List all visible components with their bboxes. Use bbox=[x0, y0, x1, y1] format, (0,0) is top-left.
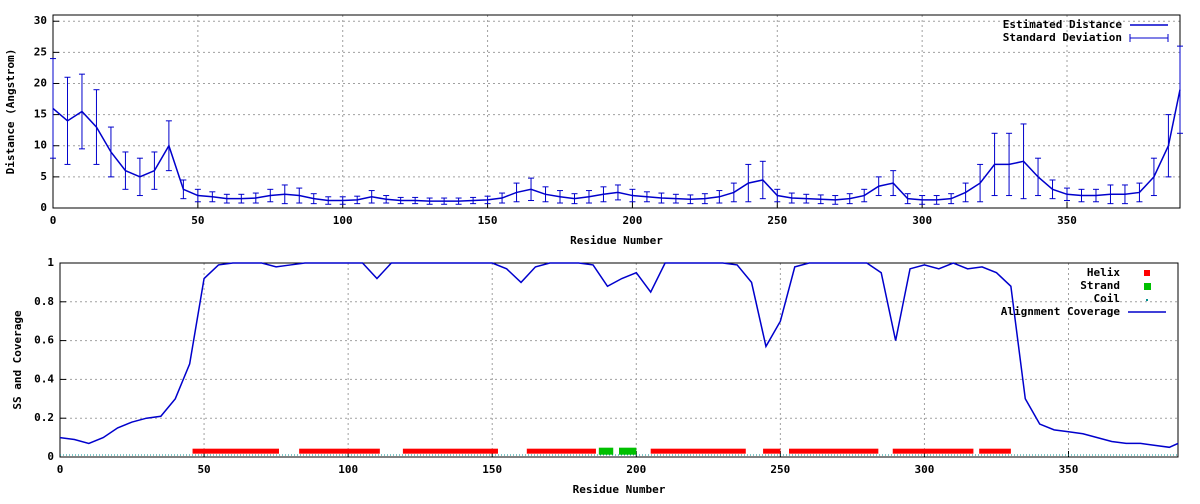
x-tick-label: 350 bbox=[1057, 214, 1077, 227]
x-tick-label: 300 bbox=[912, 214, 932, 227]
x-tick-label: 200 bbox=[626, 463, 646, 476]
y-tick-label: 10 bbox=[34, 139, 47, 152]
x-tick-label: 300 bbox=[914, 463, 934, 476]
strand-segment bbox=[598, 447, 614, 455]
x-tick-label: 350 bbox=[1059, 463, 1079, 476]
y-tick-label: 0 bbox=[40, 201, 47, 214]
y-tick-label: 0 bbox=[47, 450, 54, 463]
x-tick-label: 150 bbox=[478, 214, 498, 227]
helix-segment bbox=[299, 448, 380, 454]
data-line bbox=[59, 262, 1179, 449]
data-line bbox=[52, 89, 1181, 202]
y-tick-label: 0.4 bbox=[34, 372, 54, 385]
legend-swatch bbox=[1146, 299, 1148, 301]
strand-segment bbox=[619, 447, 637, 455]
legend-label: Helix bbox=[1087, 266, 1120, 279]
helix-segment bbox=[402, 448, 498, 454]
y-tick-label: 0.6 bbox=[34, 334, 54, 347]
helix-segment bbox=[650, 448, 746, 454]
x-tick-label: 250 bbox=[770, 463, 790, 476]
y-tick-label: 1 bbox=[47, 256, 54, 269]
y-axis-label: SS and Coverage bbox=[11, 310, 24, 410]
x-tick-label: 200 bbox=[622, 214, 642, 227]
x-tick-label: 250 bbox=[767, 214, 787, 227]
helix-segment bbox=[192, 448, 279, 454]
y-tick-label: 0.2 bbox=[34, 411, 54, 424]
helix-segment bbox=[892, 448, 974, 454]
x-tick-label: 0 bbox=[50, 214, 57, 227]
legend-label: Standard Deviation bbox=[1003, 31, 1122, 44]
x-tick-label: 50 bbox=[191, 214, 204, 227]
legend-swatch bbox=[1144, 270, 1150, 276]
x-tick-label: 0 bbox=[57, 463, 64, 476]
error-bar bbox=[50, 58, 56, 159]
x-axis-label: Residue Number bbox=[573, 483, 666, 496]
x-tick-label: 100 bbox=[338, 463, 358, 476]
x-axis-label: Residue Number bbox=[570, 234, 663, 247]
y-tick-label: 30 bbox=[34, 14, 47, 27]
y-tick-label: 0.8 bbox=[34, 295, 54, 308]
legend-label: Alignment Coverage bbox=[1001, 305, 1121, 318]
helix-segment bbox=[979, 448, 1011, 454]
legend-label: Coil bbox=[1094, 292, 1121, 305]
legend-swatch bbox=[1144, 283, 1151, 290]
y-axis-label: Distance (Angstrom) bbox=[4, 49, 17, 175]
helix-segment bbox=[763, 448, 781, 454]
plot-frame bbox=[59, 262, 1179, 458]
x-tick-label: 50 bbox=[197, 463, 210, 476]
x-tick-label: 100 bbox=[333, 214, 353, 227]
y-tick-label: 15 bbox=[34, 108, 47, 121]
helix-segment bbox=[789, 448, 879, 454]
helix-segment bbox=[526, 448, 596, 454]
legend-label: Strand bbox=[1080, 279, 1120, 292]
y-tick-label: 5 bbox=[40, 170, 47, 183]
y-tick-label: 20 bbox=[34, 76, 47, 89]
y-tick-label: 25 bbox=[34, 45, 47, 58]
legend-label: Estimated Distance bbox=[1003, 18, 1123, 31]
x-tick-label: 150 bbox=[482, 463, 502, 476]
